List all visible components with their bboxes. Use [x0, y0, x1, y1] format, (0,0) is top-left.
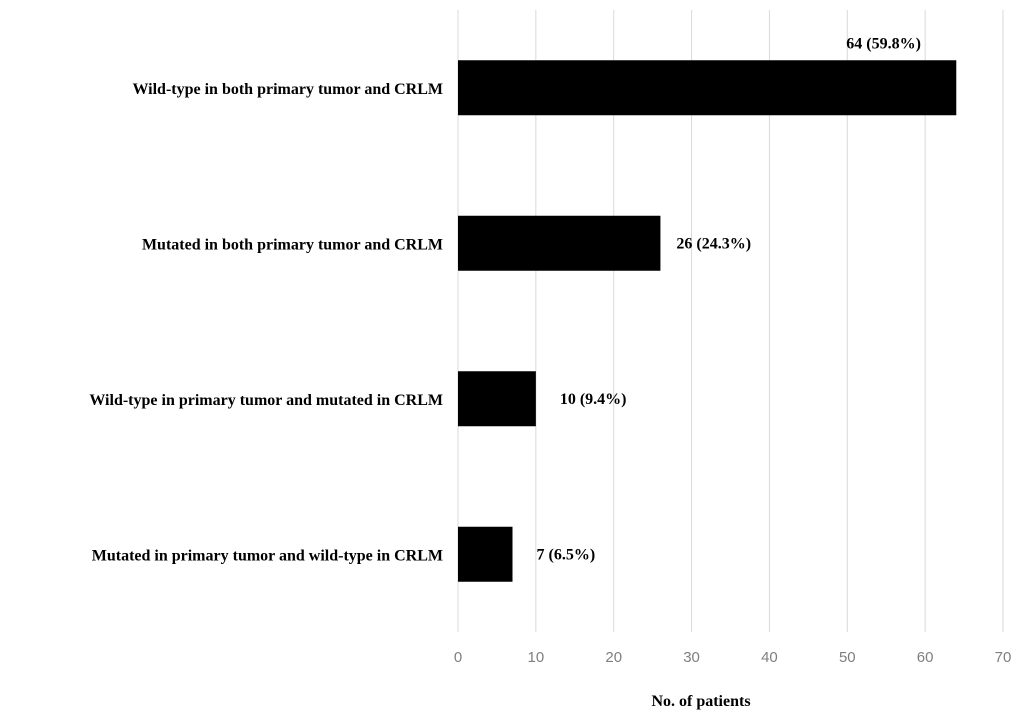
data-label: 26 (24.3%): [676, 235, 751, 252]
bar: [458, 60, 957, 116]
x-tick-label: 60: [917, 649, 934, 666]
x-tick-label: 70: [995, 649, 1012, 666]
data-label: 10 (9.4%): [560, 391, 627, 408]
bar: [458, 371, 536, 427]
category-label: Wild-type in both primary tumor and CRLM: [132, 81, 443, 98]
x-tick-label: 40: [761, 649, 778, 666]
x-tick-label: 50: [839, 649, 856, 666]
x-tick-label: 20: [605, 649, 622, 666]
x-tick-label: 0: [454, 649, 462, 666]
x-tick-label: 10: [528, 649, 545, 666]
bar: [458, 526, 513, 582]
category-label: Mutated in both primary tumor and CRLM: [142, 236, 443, 253]
x-axis-ticks: 0 10 20 30 40 50 60 70: [454, 649, 1012, 666]
category-label: Mutated in primary tumor and wild-type i…: [92, 547, 443, 564]
bars: [458, 60, 957, 582]
category-label: Wild-type in primary tumor and mutated i…: [89, 392, 443, 409]
x-axis-title: No. of patients: [651, 693, 750, 710]
data-labels: 64 (59.8%) 26 (24.3%) 10 (9.4%) 7 (6.5%): [537, 35, 921, 563]
bar: [458, 215, 661, 271]
data-label: 64 (59.8%): [846, 35, 921, 52]
data-label: 7 (6.5%): [537, 546, 596, 563]
category-labels: Wild-type in both primary tumor and CRLM…: [89, 81, 443, 565]
x-tick-label: 30: [683, 649, 700, 666]
